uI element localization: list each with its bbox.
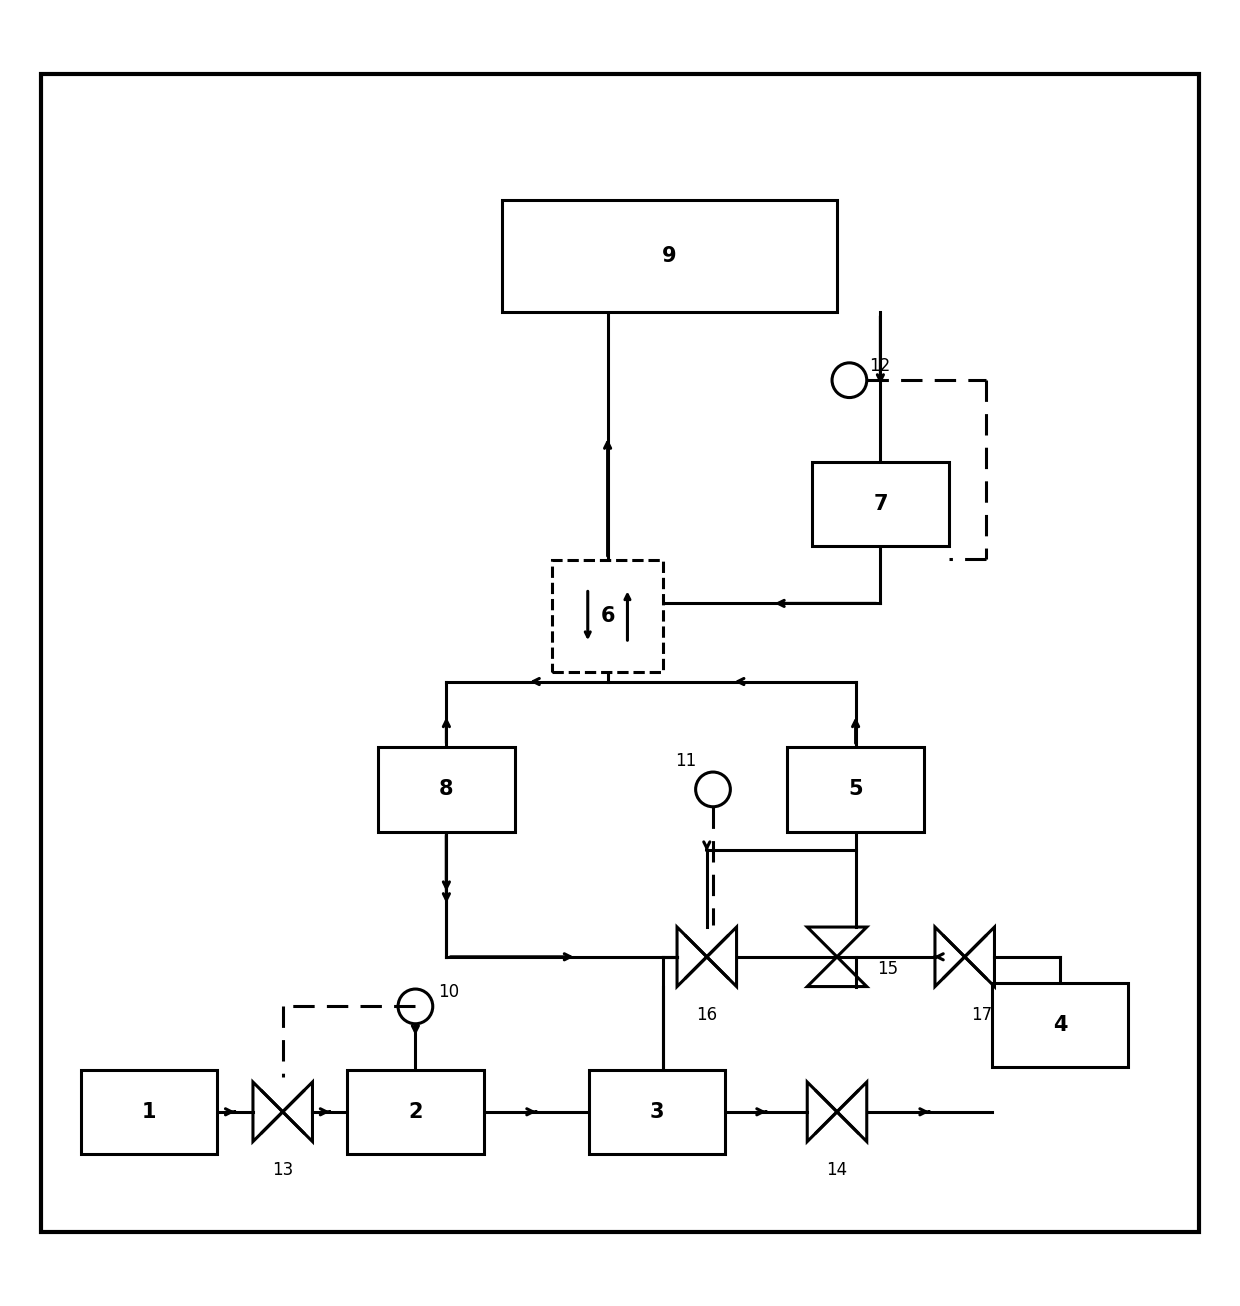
Text: 2: 2	[408, 1102, 423, 1122]
Text: 16: 16	[696, 1007, 718, 1024]
Text: 13: 13	[272, 1161, 294, 1179]
Text: 1: 1	[141, 1102, 156, 1122]
Bar	[992, 983, 1128, 1067]
FancyBboxPatch shape	[41, 74, 1199, 1232]
Bar	[589, 1070, 725, 1155]
Bar	[812, 462, 949, 546]
Text: 6: 6	[600, 606, 615, 626]
Text: 14: 14	[826, 1161, 848, 1179]
Text: 12: 12	[869, 358, 890, 375]
Bar	[552, 560, 663, 671]
Text: 4: 4	[1053, 1015, 1068, 1034]
Text: 10: 10	[438, 983, 459, 1002]
Bar	[378, 747, 515, 832]
Bar	[81, 1070, 217, 1155]
Text: 15: 15	[877, 960, 898, 978]
Bar	[347, 1070, 484, 1155]
Text: 9: 9	[662, 247, 677, 266]
Text: 8: 8	[439, 780, 454, 799]
Bar	[787, 747, 924, 832]
Text: 3: 3	[650, 1102, 665, 1122]
Text: 11: 11	[675, 751, 697, 769]
Text: 5: 5	[848, 780, 863, 799]
Bar	[502, 200, 837, 312]
Text: 17: 17	[971, 1007, 992, 1024]
Text: 7: 7	[873, 494, 888, 515]
